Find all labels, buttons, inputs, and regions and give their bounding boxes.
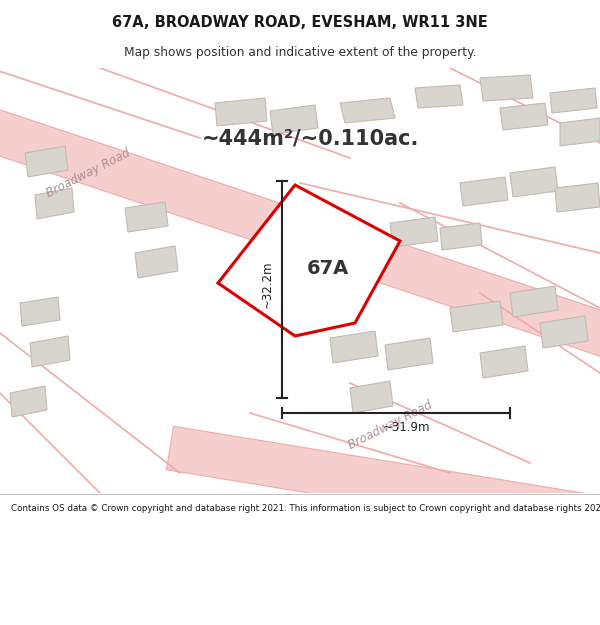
Polygon shape	[510, 286, 558, 317]
Polygon shape	[450, 301, 503, 332]
Polygon shape	[270, 105, 318, 134]
Polygon shape	[510, 167, 558, 197]
Polygon shape	[10, 386, 47, 417]
Text: 67A: 67A	[307, 259, 349, 278]
Polygon shape	[25, 146, 68, 177]
Text: Contains OS data © Crown copyright and database right 2021. This information is : Contains OS data © Crown copyright and d…	[11, 504, 600, 512]
Text: Broadway Road: Broadway Road	[44, 146, 132, 200]
Polygon shape	[135, 246, 178, 278]
Polygon shape	[415, 85, 463, 108]
Polygon shape	[560, 118, 600, 146]
Polygon shape	[460, 177, 508, 206]
Polygon shape	[500, 103, 548, 130]
Polygon shape	[555, 183, 600, 212]
Polygon shape	[340, 98, 395, 123]
Text: ~444m²/~0.110ac.: ~444m²/~0.110ac.	[202, 128, 419, 148]
Polygon shape	[20, 297, 60, 326]
Polygon shape	[390, 217, 438, 247]
Polygon shape	[218, 185, 400, 336]
Text: ~31.9m: ~31.9m	[382, 421, 430, 434]
Text: Map shows position and indicative extent of the property.: Map shows position and indicative extent…	[124, 46, 476, 59]
Polygon shape	[30, 336, 70, 367]
Polygon shape	[330, 331, 378, 363]
Polygon shape	[480, 346, 528, 378]
Polygon shape	[166, 426, 600, 545]
Polygon shape	[540, 316, 588, 348]
Text: 67A, BROADWAY ROAD, EVESHAM, WR11 3NE: 67A, BROADWAY ROAD, EVESHAM, WR11 3NE	[112, 15, 488, 30]
Polygon shape	[440, 223, 482, 250]
Text: Broadway Road: Broadway Road	[346, 398, 434, 452]
Polygon shape	[480, 75, 533, 101]
Polygon shape	[385, 338, 433, 370]
Polygon shape	[125, 202, 168, 232]
Text: ~32.2m: ~32.2m	[261, 261, 274, 308]
Polygon shape	[550, 88, 597, 113]
Polygon shape	[35, 188, 74, 219]
Polygon shape	[0, 102, 600, 364]
Polygon shape	[350, 381, 393, 413]
Polygon shape	[215, 98, 267, 126]
